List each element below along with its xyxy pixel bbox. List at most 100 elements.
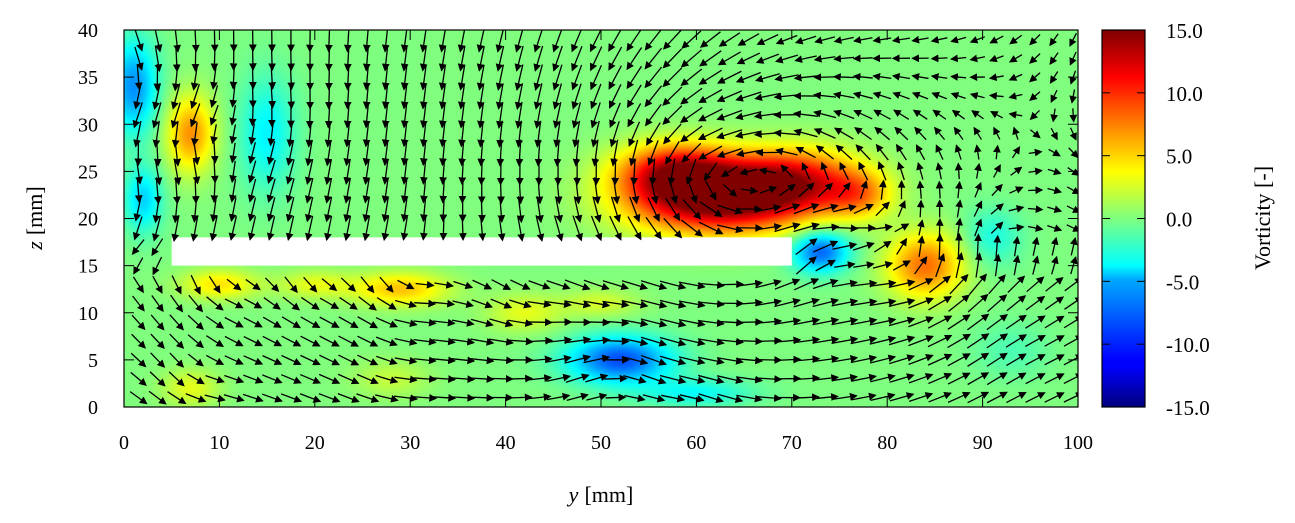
solid-body-region [171, 237, 792, 266]
velocity-arrow [432, 393, 457, 402]
velocity-arrow [1028, 186, 1044, 195]
velocity-arrow [224, 335, 244, 347]
velocity-arrow [680, 125, 703, 143]
velocity-arrow [187, 314, 204, 330]
velocity-arrow [774, 317, 802, 326]
velocity-arrow [967, 352, 990, 367]
x-tick-label: 20 [305, 432, 325, 454]
velocity-arrow [187, 373, 205, 385]
velocity-arrow [564, 279, 591, 291]
velocity-arrow [891, 35, 910, 44]
velocity-arrow [872, 91, 892, 100]
velocity-arrow [470, 356, 495, 365]
velocity-arrow [974, 162, 982, 179]
velocity-arrow [564, 336, 592, 344]
velocity-arrow [986, 313, 1008, 331]
velocity-arrow [869, 354, 897, 364]
velocity-arrow [870, 392, 896, 402]
velocity-arrow [852, 72, 873, 81]
velocity-arrow [589, 46, 603, 72]
velocity-arrow [916, 161, 924, 180]
velocity-arrow [129, 391, 148, 405]
velocity-arrow [774, 336, 802, 345]
velocity-arrow [1025, 392, 1046, 403]
velocity-arrow [433, 299, 456, 308]
velocity-arrow [133, 257, 144, 275]
velocity-arrow [794, 35, 817, 45]
velocity-arrow [148, 390, 167, 405]
y-tick-label: 40 [78, 20, 98, 42]
velocity-arrow [585, 373, 609, 383]
velocity-arrow [716, 224, 744, 234]
velocity-arrow [832, 73, 855, 81]
velocity-arrow [376, 297, 397, 310]
velocity-arrow [927, 334, 953, 348]
velocity-arrow [735, 279, 764, 288]
velocity-arrow [590, 215, 603, 242]
velocity-arrow [914, 256, 928, 275]
velocity-arrow [812, 297, 840, 308]
velocity-arrow [394, 299, 417, 309]
velocity-arrow [927, 353, 953, 366]
velocity-arrow [1047, 186, 1063, 195]
velocity-arrow [224, 355, 244, 365]
velocity-arrow [831, 392, 858, 401]
colorbar-tick-label: 15.0 [1166, 19, 1203, 43]
velocity-arrow [626, 84, 642, 109]
velocity-arrow [393, 394, 419, 403]
velocity-arrow [659, 355, 687, 366]
velocity-arrow [754, 336, 783, 345]
velocity-arrow [853, 261, 875, 269]
velocity-arrow [775, 147, 798, 156]
y-tick-label: 20 [78, 209, 98, 231]
velocity-arrow [1008, 73, 1023, 81]
velocity-arrow [602, 337, 630, 346]
velocity-arrow [644, 66, 663, 89]
velocity-arrow [452, 300, 475, 309]
velocity-arrow [608, 83, 622, 109]
velocity-arrow [705, 180, 717, 201]
velocity-arrow [735, 318, 764, 326]
velocity-arrow [626, 65, 643, 90]
velocity-arrow [564, 300, 592, 309]
velocity-arrow [665, 197, 681, 222]
velocity-arrow [755, 298, 783, 307]
velocity-arrow [1005, 334, 1027, 348]
velocity-arrow [931, 91, 948, 100]
velocity-arrow [839, 161, 849, 181]
velocity-arrow [955, 199, 963, 218]
velocity-arrow [1049, 33, 1059, 47]
velocity-arrow [284, 276, 298, 294]
velocity-arrow [1069, 236, 1078, 256]
velocity-arrow [470, 318, 494, 328]
velocity-arrow [243, 335, 263, 347]
velocity-arrow [1069, 32, 1078, 47]
velocity-arrow [602, 318, 630, 327]
velocity-arrow [130, 371, 147, 386]
velocity-arrow [795, 238, 818, 256]
velocity-arrow [1031, 236, 1040, 256]
velocity-arrow [832, 91, 855, 100]
velocity-arrow [716, 109, 743, 121]
velocity-arrow [795, 146, 816, 159]
velocity-arrow [778, 184, 796, 197]
velocity-arrow [206, 335, 225, 348]
velocity-arrow [1031, 255, 1040, 275]
velocity-arrow [470, 375, 495, 383]
velocity-arrow [850, 298, 878, 307]
velocity-arrow [933, 126, 946, 141]
velocity-arrow [993, 253, 1002, 277]
velocity-arrow [678, 356, 706, 366]
velocity-arrow [973, 200, 983, 217]
velocity-arrow [717, 393, 744, 403]
velocity-arrow [508, 374, 533, 383]
velocity-arrow [740, 186, 759, 195]
velocity-arrow [299, 373, 322, 384]
velocity-arrow [908, 392, 934, 403]
velocity-arrow [583, 279, 610, 291]
velocity-arrow [131, 333, 146, 349]
velocity-arrow [608, 46, 623, 71]
velocity-arrow [514, 30, 524, 53]
velocity-arrow [815, 259, 836, 272]
velocity-arrow [929, 275, 951, 294]
